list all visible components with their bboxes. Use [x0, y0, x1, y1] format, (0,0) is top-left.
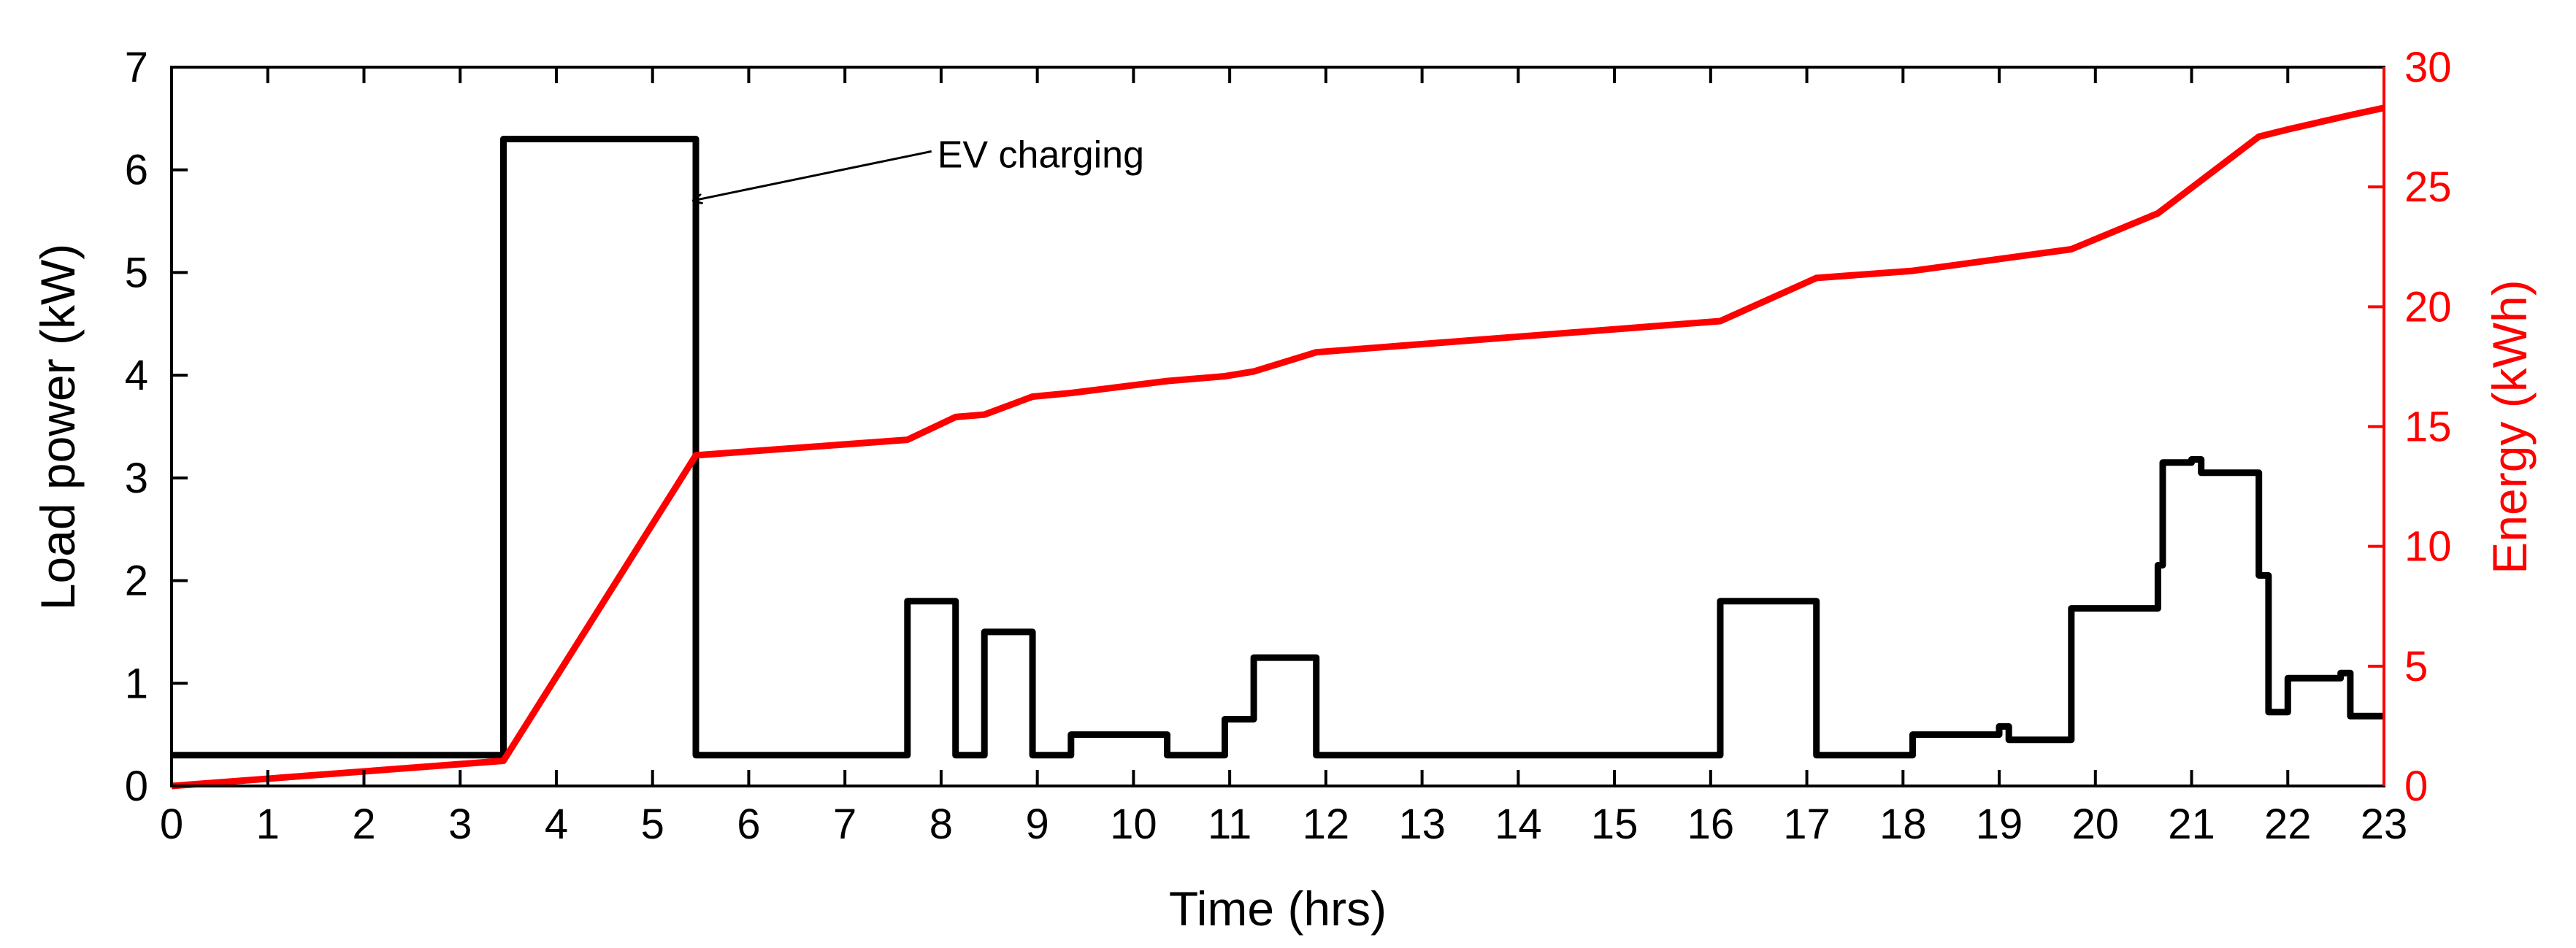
x-tick-label: 18 [1879, 801, 1927, 848]
x-tick-label: 0 [160, 801, 183, 848]
left-y-tick-label: 2 [125, 558, 148, 605]
x-tick-label: 14 [1495, 801, 1542, 848]
left-axis-label: Load power (kW) [31, 244, 85, 611]
x-tick-label: 8 [929, 801, 953, 848]
right-y-tick-label: 20 [2404, 283, 2452, 331]
left-y-tick-label: 5 [125, 249, 148, 296]
right-y-tick-label: 0 [2404, 763, 2428, 810]
x-tick-label: 20 [2072, 801, 2120, 848]
series-layer [171, 104, 2385, 790]
x-tick-label: 1 [256, 801, 280, 848]
right-y-tick-label: 15 [2404, 404, 2452, 451]
x-tick-label: 5 [641, 801, 664, 848]
x-tick-label: 6 [737, 801, 760, 848]
annotation-layer: EV charging [693, 134, 1144, 201]
left-y-tick-label: 3 [125, 455, 148, 502]
x-tick-label: 19 [1976, 801, 2023, 848]
left-y-tick-label: 0 [125, 763, 148, 810]
left-y-tick-label: 1 [125, 660, 148, 707]
left-y-tick-label: 4 [125, 352, 148, 399]
right-y-tick-label: 5 [2404, 643, 2428, 690]
x-tick-label: 9 [1026, 801, 1049, 848]
x-tick-label: 15 [1591, 801, 1638, 848]
annotation-arrow [693, 150, 932, 201]
annotation-label: EV charging [938, 134, 1144, 176]
left-y-tick-label: 6 [125, 147, 148, 194]
right-y-tick-label: 30 [2404, 44, 2452, 91]
x-tick-label: 17 [1783, 801, 1831, 848]
x-tick-label: 11 [1208, 801, 1251, 848]
right-y-tick-label: 25 [2404, 163, 2452, 211]
left-y-tick-label: 7 [125, 44, 148, 91]
x-tick-label: 10 [1110, 801, 1157, 848]
x-tick-label: 2 [352, 801, 375, 848]
x-tick-label: 12 [1303, 801, 1350, 848]
ticks-layer: 0 1 2 3 4 5 6 7 8 9 10 11 12 13 14 15 16 17 18 19 20 21 22 2301… [125, 44, 2452, 848]
x-axis-label: Time (hrs) [1169, 882, 1387, 936]
load-power-series-line [172, 136, 2384, 759]
x-tick-label: 4 [545, 801, 568, 848]
right-y-tick-label: 10 [2404, 523, 2452, 571]
energy-series-line [171, 104, 2385, 790]
x-tick-label: 3 [448, 801, 472, 848]
x-tick-label: 21 [2168, 801, 2215, 848]
x-tick-label: 16 [1687, 801, 1735, 848]
x-tick-label: 22 [2264, 801, 2312, 848]
x-tick-label: 23 [2361, 801, 2408, 848]
x-tick-label: 13 [1398, 801, 1446, 848]
x-tick-label: 7 [833, 801, 856, 848]
right-axis-label: Energy (kWh) [2483, 280, 2537, 574]
